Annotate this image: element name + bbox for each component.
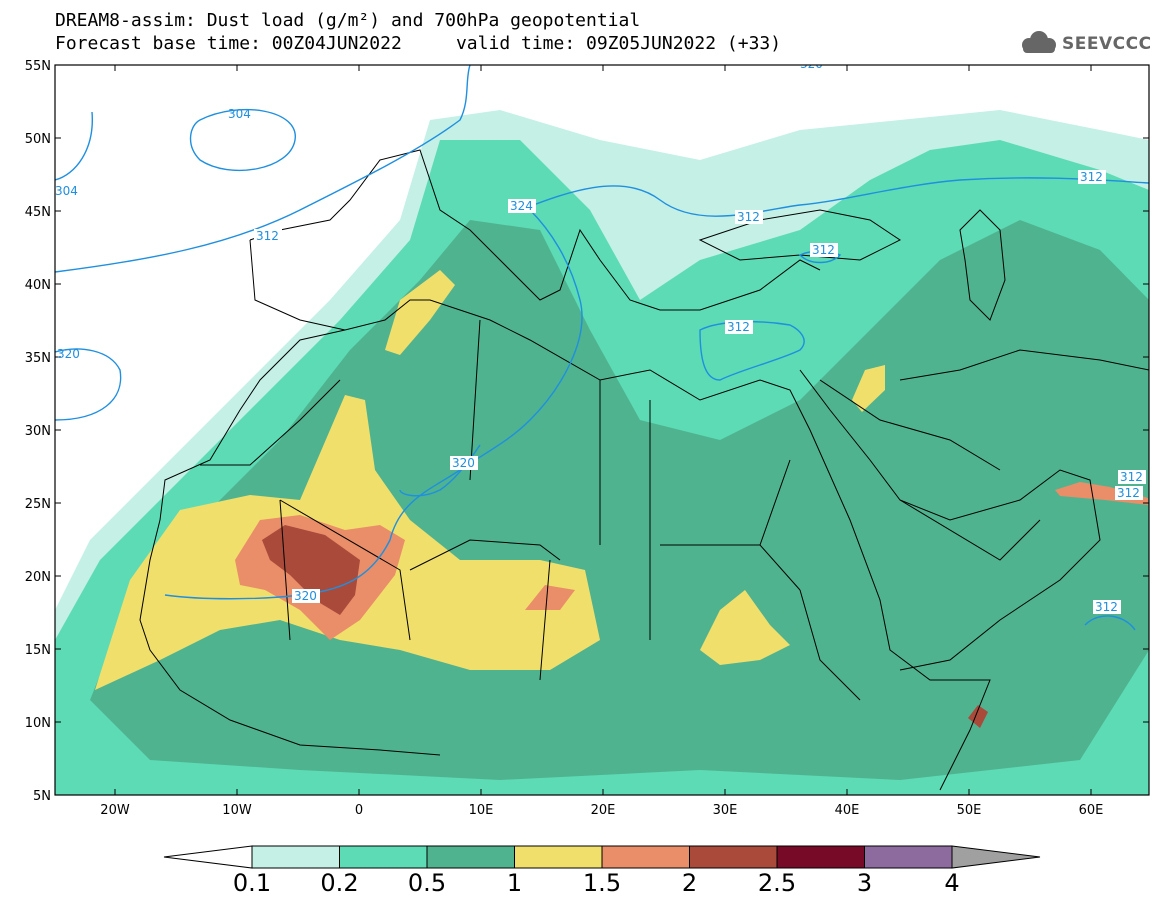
isoline-label: 304: [55, 184, 78, 198]
isoline-304-bubble: [189, 108, 296, 172]
colorbar-label: 0.2: [320, 869, 359, 897]
dust-band-2: [262, 525, 360, 615]
coastlines: [139, 149, 1149, 791]
dust-band-1.5-b: [525, 585, 575, 610]
colorbar-label: 3: [856, 869, 873, 897]
isoline-312-arabian: [1084, 615, 1136, 631]
colorbar-segment: [776, 845, 865, 869]
isoline-label: 312: [812, 243, 835, 257]
dust-band-1-iraq: [852, 365, 885, 412]
isoline-labels: 304 304 312 320 324 312 312 312 312 312 …: [55, 57, 1146, 614]
lat-label: 45N: [25, 205, 51, 220]
lat-label: 50N: [25, 132, 51, 147]
isoline-label: 312: [256, 229, 279, 243]
colorbar-segment: [426, 845, 515, 869]
dust-band-1-north: [385, 270, 455, 355]
map-subtitle: Forecast base time: 00Z04JUN2022 valid t…: [55, 34, 781, 54]
colorbar-segment: [864, 845, 953, 869]
isoline-label: 312: [1117, 486, 1140, 500]
base-time-label: Forecast base time: 00Z04JUN2022: [55, 33, 402, 54]
lat-label: 30N: [25, 424, 51, 439]
coastline-blacksea: [698, 209, 901, 261]
colorbar-segment: [339, 845, 428, 869]
isoline-320-west: [55, 348, 122, 421]
colorbar: [163, 845, 1041, 869]
lat-tick-marks: [55, 65, 1149, 723]
isoline-label: 320: [452, 456, 475, 470]
isoline-label: 312: [1095, 600, 1118, 614]
colorbar-label: 0.5: [407, 869, 447, 897]
colorbar-over-arrow: [951, 845, 1041, 869]
dust-band-2-somalia: [968, 705, 988, 728]
logo: [1022, 31, 1056, 53]
coastline-iran: [899, 349, 1149, 381]
lat-label: 25N: [25, 497, 51, 512]
colorbar-segment: [601, 845, 690, 869]
coastline-arabia: [799, 369, 1101, 671]
isoline-312-med: [699, 321, 805, 381]
colorbar-label: 0.1: [232, 869, 272, 897]
lon-label: 0: [355, 803, 363, 818]
colorbar-segment: [514, 845, 603, 869]
colorbar-label: 2.5: [757, 869, 797, 897]
lon-labels: 20W 10W 0 10E 20E 30E 40E 50E 60E: [100, 803, 1103, 818]
lon-label: 50E: [957, 803, 982, 818]
colorbar-segments: [251, 845, 953, 869]
colorbar-segment: [251, 845, 340, 869]
graticule: [55, 65, 1149, 795]
lon-label: 20E: [591, 803, 616, 818]
isoline-label: 320: [800, 57, 823, 71]
lat-labels: 55N 50N 45N 40N 35N 30N 25N 20N 15N 10N …: [25, 59, 51, 804]
lat-label: 55N: [25, 59, 51, 74]
lon-label: 10W: [222, 803, 252, 818]
lat-label: 5N: [33, 789, 51, 804]
map-panel: 304 304 312 320 324 312 312 312 312 312 …: [55, 57, 1149, 795]
isoline-label: 312: [727, 320, 750, 334]
isoline-label: 324: [510, 199, 533, 213]
coastline-west-africa: [139, 519, 441, 756]
isoline-312-east: [519, 177, 1149, 217]
map-frame: [54, 64, 1150, 796]
colorbar-label: 1: [506, 869, 523, 897]
lat-label: 35N: [25, 351, 51, 366]
lon-label: 30E: [713, 803, 738, 818]
logo-text: SEEVCCC: [1062, 34, 1152, 54]
isoline-label: 304: [228, 107, 251, 121]
colorbar-under-arrow: [163, 845, 253, 869]
isoline-label: 320: [57, 347, 80, 361]
dust-field: [55, 110, 1149, 795]
map-title: DREAM8-assim: Dust load (g/m²) and 700hP…: [55, 10, 641, 31]
lon-label: 60E: [1079, 803, 1104, 818]
lat-label: 40N: [25, 278, 51, 293]
isoline-label: 320: [294, 589, 317, 603]
colorbar-segment: [689, 845, 778, 869]
colorbar-label: 4: [944, 869, 960, 897]
isoline-304-west: [55, 111, 93, 181]
border-sahara-1: [279, 499, 561, 681]
dust-band-1-east: [700, 590, 790, 665]
border-north-africa: [200, 319, 651, 640]
coastline-europe: [249, 149, 821, 311]
isoline-label: 312: [1080, 170, 1103, 184]
valid-time-label: valid time: 09Z05JUN2022 (+33): [455, 33, 782, 54]
isoline-312-north: [55, 65, 471, 273]
lon-label: 40E: [835, 803, 860, 818]
border-east-africa: [660, 459, 861, 701]
lon-label: 20W: [100, 803, 130, 818]
border-middle-east: [819, 379, 1041, 561]
colorbar-label: 2: [681, 869, 698, 897]
lat-label: 15N: [25, 643, 51, 658]
lon-tick-marks: [114, 65, 1092, 795]
coastline-caspian: [959, 209, 1006, 321]
lon-label: 10E: [469, 803, 494, 818]
lat-label: 10N: [25, 716, 51, 731]
isoline-label: 312: [1120, 470, 1143, 484]
coastline-iberia: [249, 239, 346, 331]
isoline-label: 312: [737, 210, 760, 224]
cloud-icon: [1022, 31, 1056, 53]
lat-label: 20N: [25, 570, 51, 585]
colorbar-label: 1.5: [582, 869, 622, 897]
